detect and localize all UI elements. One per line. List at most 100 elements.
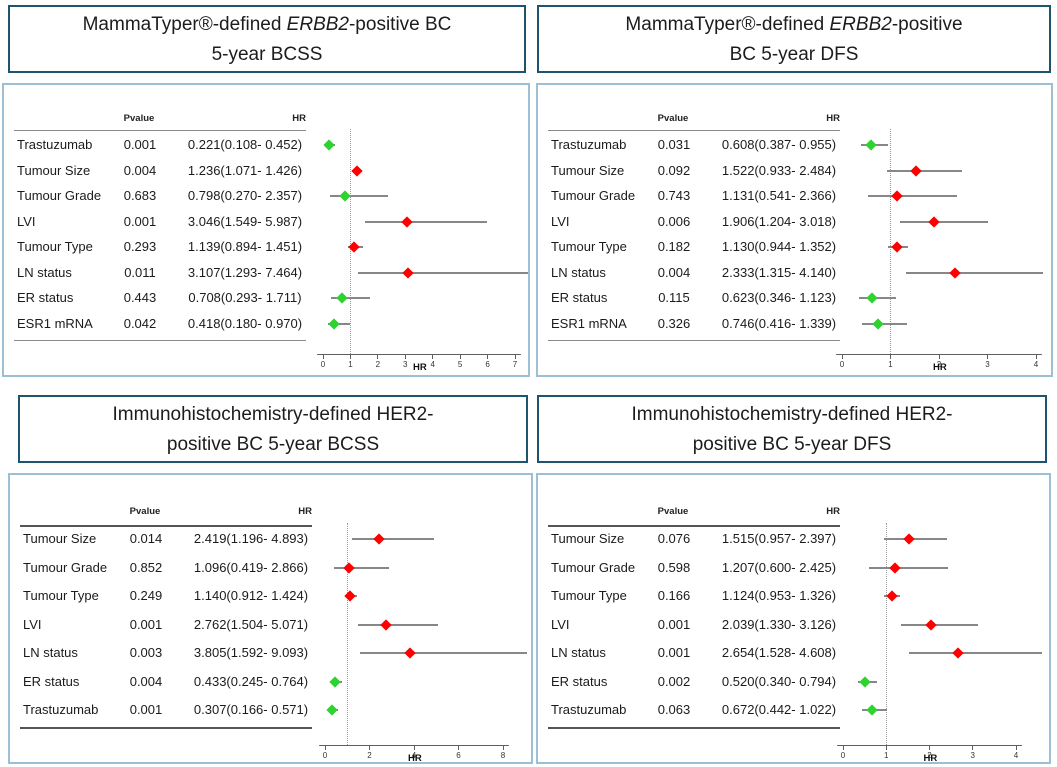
row-variable-name: LVI — [551, 213, 570, 229]
row-hr-ci: 0.798(0.270- 2.357) — [187, 188, 303, 203]
x-axis-tick-label: 0 — [840, 751, 846, 760]
ci-line — [900, 623, 979, 626]
row-hr-ci: 3.107(1.293- 7.464) — [187, 264, 303, 280]
ci-line — [358, 271, 528, 274]
ci-line — [909, 652, 1043, 654]
forest-diamond-red — [902, 533, 915, 545]
x-axis-tick-label: 3 — [403, 360, 408, 369]
row-hr-ci: 0.623(0.346- 1.123) — [721, 290, 837, 305]
row-pvalue: 0.003 — [129, 645, 163, 660]
row-hr-ci: 1.139(0.894- 1.451) — [187, 239, 303, 254]
x-axis-tick — [404, 355, 406, 359]
forest-panel-ihc-dfs: Pvalue HR Tumour Size 0.076 1.515(0.957- 2.3… — [536, 473, 1051, 764]
ci-line — [334, 566, 389, 569]
row-hr-ci: 3.805(1.592- 9.093) — [193, 645, 309, 660]
x-axis-tick-label: 4 — [1013, 751, 1019, 760]
ci-line — [365, 220, 488, 223]
x-axis-tick — [502, 746, 504, 750]
x-axis-tick-label: 1 — [348, 360, 353, 369]
row-hr-ci: 2.419(1.196- 4.893) — [193, 531, 309, 546]
x-axis-tick — [972, 746, 974, 750]
row-hr-ci: 1.207(0.600- 2.425) — [721, 559, 837, 575]
row-variable-name: ESR1 mRNA — [17, 315, 93, 331]
ci-line — [330, 195, 388, 197]
x-axis-tick — [1015, 746, 1017, 750]
table-bottom-rule — [548, 727, 840, 729]
ci-line — [868, 195, 957, 197]
row-pvalue: 0.326 — [657, 315, 691, 331]
x-axis-tick — [459, 355, 461, 359]
x-axis-tick — [432, 355, 434, 359]
x-axis-tick — [938, 355, 940, 359]
reference-line-hr1 — [349, 129, 351, 354]
x-axis-tick — [369, 746, 370, 750]
row-variable-name: LN status — [17, 264, 72, 280]
forest-panel-mammatyper-bcss: Pvalue HR Trastuzumab 0.001 0.221(0.108- 0.4… — [2, 83, 530, 377]
reference-line-hr1 — [346, 523, 348, 745]
title-line: BC 5-year DFS — [729, 44, 859, 65]
ci-line — [868, 566, 948, 569]
x-axis-tick — [987, 355, 988, 359]
row-hr-ci: 3.046(1.549- 5.987) — [187, 213, 303, 229]
x-axis-title: HR — [408, 753, 422, 764]
forest-diamond-green — [866, 704, 878, 716]
row-variable-name: Tumour Size — [551, 162, 625, 178]
row-hr-ci: 2.654(1.528- 4.608) — [721, 645, 837, 660]
title-ihc-dfs: Immunohistochemistry-defined HER2- positi… — [537, 395, 1047, 463]
x-axis-tick — [487, 355, 489, 359]
x-axis-tick-label: 3 — [970, 751, 975, 760]
title-line: 5-year BCSS — [211, 44, 323, 65]
row-pvalue: 0.001 — [123, 213, 157, 229]
table-bottom-rule — [14, 340, 306, 341]
x-axis-tick — [514, 355, 516, 359]
title-mammatyper-dfs: MammaTyper®-defined ERBB2-positive BC 5-y… — [537, 5, 1051, 73]
row-variable-name: LN status — [551, 264, 606, 280]
x-axis-tick-label: 1 — [888, 360, 893, 369]
column-header-pvalue: Pvalue — [129, 506, 161, 517]
forest-diamond-red — [925, 618, 937, 631]
x-axis-tick — [885, 746, 887, 750]
row-pvalue: 0.249 — [129, 588, 163, 603]
row-variable-name: Trastuzumab — [23, 702, 99, 717]
row-variable-name: Tumour Grade — [17, 188, 102, 203]
x-axis-tick — [458, 746, 459, 750]
row-hr-ci: 0.708(0.293- 1.711) — [188, 290, 302, 305]
column-header-hr: HR — [826, 113, 840, 124]
x-axis-tick-label: 4 — [430, 360, 435, 369]
row-pvalue: 0.293 — [123, 239, 157, 254]
ci-line — [905, 271, 1043, 274]
row-hr-ci: 0.672(0.442- 1.022) — [721, 702, 837, 717]
x-axis-line — [836, 354, 1042, 355]
row-pvalue: 0.683 — [123, 188, 157, 203]
x-axis-tick — [890, 355, 891, 359]
forest-diamond-green — [339, 190, 351, 202]
row-variable-name: ER status — [17, 290, 74, 305]
row-hr-ci: 1.124(0.953- 1.326) — [721, 588, 837, 603]
ci-line — [884, 538, 947, 540]
row-pvalue: 0.001 — [657, 616, 691, 632]
row-hr-ci: 2.039(1.330- 3.126) — [721, 616, 837, 632]
forest-diamond-green — [872, 317, 884, 330]
forest-diamond-red — [891, 241, 903, 253]
x-axis-tick — [413, 746, 415, 750]
row-pvalue: 0.001 — [657, 645, 691, 660]
forest-diamond-red — [373, 533, 385, 545]
ci-line — [887, 169, 963, 172]
x-axis-tick — [929, 746, 930, 750]
header-rule — [548, 130, 840, 131]
row-variable-name: Tumour Type — [23, 588, 99, 603]
x-axis-tick-label: 3 — [985, 360, 990, 369]
row-variable-name: Tumour Grade — [551, 559, 636, 575]
ci-line — [358, 623, 438, 626]
forest-diamond-red — [402, 266, 414, 279]
title-line: MammaTyper®-defined ERBB2-positive — [625, 14, 963, 35]
row-variable-name: Tumour Type — [551, 588, 627, 603]
row-variable-name: Trastuzumab — [551, 702, 627, 717]
row-variable-name: Trastuzumab — [17, 137, 93, 152]
forest-diamond-green — [859, 675, 872, 688]
row-variable-name: LVI — [17, 213, 36, 229]
ci-line — [900, 220, 989, 223]
row-pvalue: 0.743 — [657, 188, 691, 203]
row-variable-name: LN status — [551, 645, 606, 660]
